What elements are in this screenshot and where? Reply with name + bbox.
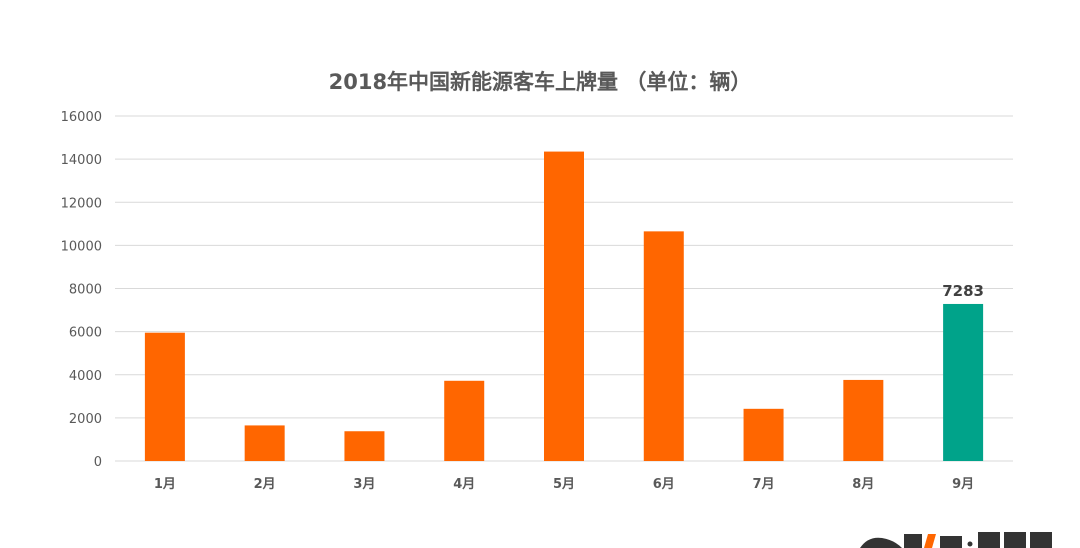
bar-7 xyxy=(743,408,784,461)
bars xyxy=(144,151,984,461)
watermark-logo xyxy=(858,530,1080,548)
x-tick-label: 7月 xyxy=(753,477,775,492)
y-tick-label: 14000 xyxy=(61,153,102,168)
x-tick-label: 6月 xyxy=(653,477,675,492)
data-labels: 7283 xyxy=(942,282,984,300)
bar-4 xyxy=(444,380,485,461)
y-tick-label: 2000 xyxy=(69,412,102,427)
chart-title: 2018年中国新能源客车上牌量 （单位：辆） xyxy=(329,70,752,94)
bar-2 xyxy=(244,425,285,461)
bar-6 xyxy=(643,231,684,461)
x-tick-label: 9月 xyxy=(952,477,974,492)
x-tick-label: 5月 xyxy=(553,477,575,492)
x-axis-ticks: 1月 2月 3月 4月 5月 6月 7月 8月 9月 xyxy=(154,477,974,492)
y-tick-label: 4000 xyxy=(69,369,102,384)
logo-icon xyxy=(860,532,1052,548)
bar-8 xyxy=(843,379,884,461)
bar-5 xyxy=(544,151,584,461)
y-tick-label: 16000 xyxy=(61,110,102,125)
data-label: 7283 xyxy=(942,282,984,300)
x-tick-label: 1月 xyxy=(154,477,176,492)
x-tick-label: 8月 xyxy=(852,477,874,492)
x-tick-label: 3月 xyxy=(353,477,375,492)
y-tick-label: 0 xyxy=(94,455,102,470)
bar-1 xyxy=(144,332,185,461)
y-tick-label: 6000 xyxy=(69,326,102,341)
x-tick-label: 2月 xyxy=(254,477,276,492)
y-axis-ticks: 0 2000 4000 6000 8000 10000 12000 14000 16000 xyxy=(61,110,102,470)
y-tick-label: 8000 xyxy=(69,283,102,298)
bar-3 xyxy=(344,431,385,461)
y-tick-label: 12000 xyxy=(61,196,102,211)
y-tick-label: 10000 xyxy=(61,239,102,254)
x-tick-label: 4月 xyxy=(453,477,475,492)
bar-9 xyxy=(943,303,984,461)
